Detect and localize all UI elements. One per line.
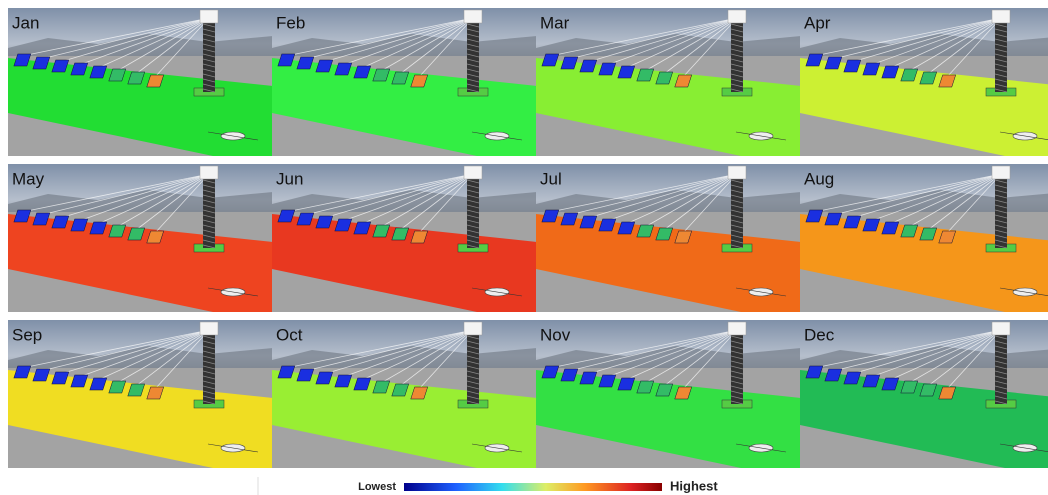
month-label: May <box>12 169 45 188</box>
month-label: Sep <box>12 325 42 344</box>
render-panel: Aug <box>800 164 1048 312</box>
month-label: Jan <box>12 13 39 32</box>
receiver <box>992 10 1010 23</box>
render-panel: Feb <box>272 8 537 156</box>
receiver <box>200 322 218 335</box>
render-panel: Jun <box>272 164 537 312</box>
month-label: Jul <box>540 169 562 188</box>
render-panel: Oct <box>272 320 537 468</box>
render-panel: Dec <box>800 320 1048 468</box>
render-panel: Nov <box>536 320 801 468</box>
figure: Lowest Highest Jan Feb Mar Apr May Jun Jul Aug S… <box>0 0 1048 495</box>
scene <box>272 164 537 312</box>
render-panel: Apr <box>800 8 1048 156</box>
month-label: Apr <box>804 13 831 32</box>
month-label: Nov <box>540 325 571 344</box>
receiver <box>728 166 746 179</box>
receiver <box>728 10 746 23</box>
render-panel: May <box>8 164 273 312</box>
render-panel: Jan <box>8 8 273 156</box>
receiver <box>464 322 482 335</box>
scene <box>8 8 273 156</box>
figure-canvas: Lowest Highest Jan Feb Mar Apr May Jun Jul Aug S… <box>0 0 1048 495</box>
render-panel: Sep <box>8 320 273 468</box>
scene <box>800 8 1048 156</box>
scene <box>536 8 801 156</box>
month-label: Dec <box>804 325 835 344</box>
month-label: Mar <box>540 13 570 32</box>
receiver <box>200 166 218 179</box>
scene <box>272 320 537 468</box>
month-label: Jun <box>276 169 303 188</box>
scene <box>272 8 537 156</box>
month-label: Aug <box>804 169 834 188</box>
receiver <box>992 166 1010 179</box>
legend-high: Highest <box>670 478 718 493</box>
scene <box>8 164 273 312</box>
receiver <box>728 322 746 335</box>
legend-low: Lowest <box>358 481 396 493</box>
scene <box>536 164 801 312</box>
scene <box>800 320 1048 468</box>
receiver <box>992 322 1010 335</box>
receiver <box>464 10 482 23</box>
render-panel: Jul <box>536 164 801 312</box>
render-panel: Mar <box>536 8 801 156</box>
colorbar <box>404 483 662 491</box>
scene <box>536 320 801 468</box>
month-label: Feb <box>276 13 305 32</box>
receiver <box>464 166 482 179</box>
scene <box>800 164 1048 312</box>
scene <box>8 320 273 468</box>
month-label: Oct <box>276 325 303 344</box>
receiver <box>200 10 218 23</box>
